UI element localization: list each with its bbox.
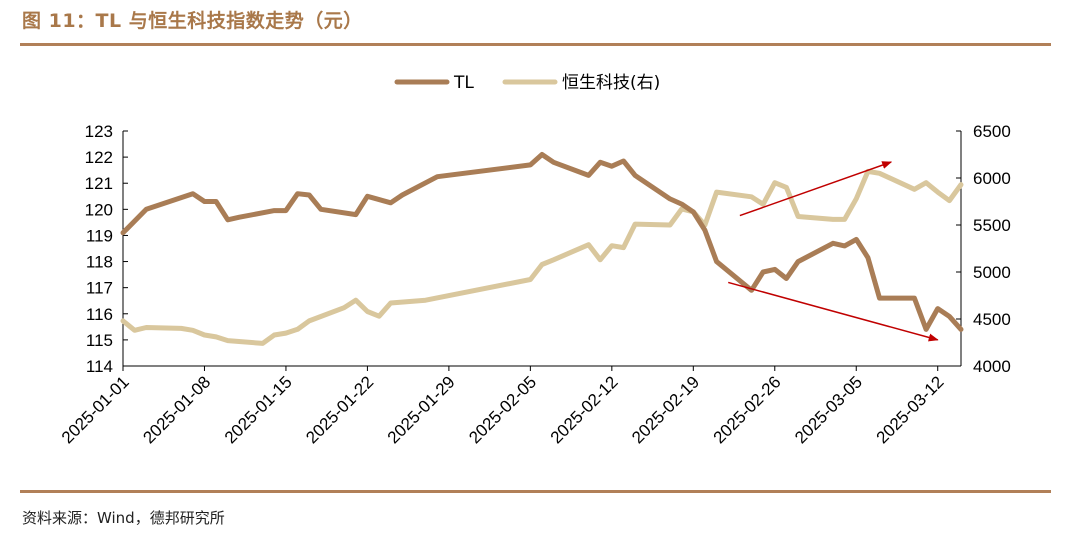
x-tick-label: 2025-03-05 [791,372,866,447]
x-tick-label: 2025-01-08 [139,372,214,447]
y-right-tick-label: 6000 [973,169,1011,188]
y-left-tick-label: 118 [86,253,113,272]
y-left-tick-label: 116 [86,305,113,324]
y-left-tick-label: 121 [85,174,113,193]
series-line-tl [120,152,964,332]
legend-item-tl-label: TL [453,73,474,93]
y-left-tick-label: 115 [86,331,113,350]
x-tick-label: 2025-01-01 [58,372,133,447]
x-tick-label: 2025-01-15 [221,372,296,447]
y-right-tick-label: 6500 [973,122,1011,141]
y-right-tick-label: 5500 [973,216,1011,235]
axes: 114 115 116 117 118 119 120 121 122 123 4000 4500 50… [58,122,1011,447]
x-tick-label: 2025-01-22 [302,372,377,447]
y-right-tick-label: 4000 [973,357,1011,376]
y-right-tick-label: 4500 [973,310,1011,329]
x-tick-label: 2025-03-12 [873,372,948,447]
footer-divider [20,490,1051,493]
chart-title: 图 11：TL 与恒生科技指数走势（元） [22,10,363,32]
y-left-tick-label: 119 [86,226,113,245]
trend-arrow-up [739,161,893,217]
x-tick-label: 2025-02-19 [628,372,703,447]
y-right-tick-label: 5000 [973,263,1011,282]
annotations [728,161,939,342]
series-line-hstech [120,168,964,346]
x-tick-label: 2025-02-12 [547,372,622,447]
y-left-tick-label: 114 [86,357,113,376]
y-left-tick-label: 120 [85,200,113,219]
legend: TL 恒生科技(右) [394,73,660,93]
series-layer [120,152,964,346]
y-left-tick-label: 122 [85,148,113,167]
source-note: 资料来源：Wind，德邦研究所 [22,509,225,527]
trend-arrow-down [728,281,939,342]
title-divider [20,43,1051,46]
x-tick-label: 2025-02-05 [465,372,540,447]
x-tick-label: 2025-02-26 [710,372,785,447]
legend-item-hstech-label: 恒生科技(右) [562,73,660,93]
y-left-tick-label: 117 [86,279,113,298]
y-left-tick-label: 123 [85,122,113,141]
x-tick-label: 2025-01-29 [384,372,459,447]
